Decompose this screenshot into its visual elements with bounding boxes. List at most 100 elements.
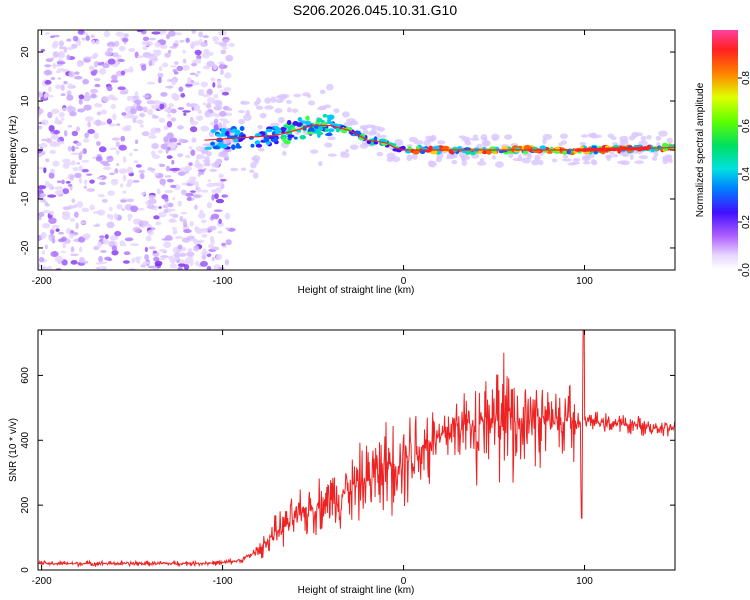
ridge-blob (373, 136, 378, 142)
noise-speckle (140, 220, 149, 226)
noise-speckle (79, 151, 83, 157)
noise-speckle (45, 203, 50, 207)
noise-speckle (206, 88, 213, 96)
noise-speckle (103, 166, 112, 171)
noise-speckle (142, 36, 150, 42)
noise-speckle (189, 126, 198, 133)
noise-speckle (219, 42, 228, 47)
y-tick-label: 200 (20, 496, 31, 513)
noise-speckle (80, 221, 86, 225)
ridge-halo (215, 158, 221, 166)
noise-speckle (38, 263, 42, 269)
noise-speckle (225, 239, 232, 246)
noise-speckle (168, 218, 176, 223)
noise-speckle (71, 160, 76, 164)
noise-speckle (82, 79, 90, 85)
noise-speckle (116, 123, 121, 126)
noise-speckle (107, 213, 111, 219)
noise-speckle (132, 95, 140, 100)
noise-speckle (104, 256, 112, 261)
noise-speckle (181, 237, 191, 243)
noise-speckle (60, 84, 65, 91)
noise-speckle (111, 137, 121, 141)
noise-speckle (42, 267, 48, 270)
ridge-blob (327, 128, 335, 133)
noise-speckle (55, 84, 62, 90)
noise-speckle (67, 145, 72, 152)
noise-speckle (136, 30, 144, 33)
ridge-halo (562, 155, 569, 159)
noise-speckle (203, 161, 211, 167)
noise-speckle (145, 235, 152, 242)
noise-speckle (146, 204, 155, 209)
noise-speckle (126, 198, 134, 203)
noise-speckle (111, 74, 118, 81)
noise-speckle (62, 188, 70, 195)
noise-speckle (122, 190, 127, 194)
ridge-halo (582, 161, 591, 165)
noise-speckle (180, 211, 188, 215)
noise-speckle (169, 213, 173, 217)
ridge-halo (240, 100, 246, 105)
ridge-blob (562, 149, 567, 155)
ridge-halo (480, 133, 488, 141)
noise-speckle (76, 61, 83, 68)
noise-speckle (224, 259, 229, 266)
noise-speckle (220, 68, 224, 76)
noise-speckle (52, 251, 58, 257)
ridge-halo (369, 129, 378, 135)
ridge-halo (406, 144, 413, 148)
y-tick-label: 0 (20, 147, 31, 153)
noise-speckle (198, 31, 204, 38)
spectrogram-marks (38, 30, 675, 270)
noise-speckle (117, 58, 125, 63)
noise-speckle (151, 142, 159, 150)
ridge-halo (428, 160, 437, 168)
ridge-halo (472, 134, 479, 139)
ridge-halo (653, 151, 659, 158)
x-tick-label: -200 (32, 276, 52, 287)
noise-speckle (164, 52, 171, 58)
noise-speckle (70, 259, 78, 265)
noise-speckle (170, 141, 177, 149)
noise-speckle (223, 87, 232, 92)
noise-speckle (106, 85, 113, 92)
noise-speckle (99, 265, 107, 270)
noise-speckle (197, 109, 203, 114)
noise-speckle (58, 111, 65, 118)
ridge-halo (572, 158, 581, 162)
noise-speckle (62, 107, 67, 111)
ridge-halo (359, 143, 369, 149)
noise-speckle (118, 168, 128, 174)
ridge-blob (280, 126, 287, 132)
ridge-blob (286, 120, 292, 126)
noise-speckle (216, 84, 222, 89)
noise-speckle (132, 117, 137, 124)
ridge-halo (250, 161, 257, 169)
ridge-halo (413, 140, 424, 145)
ridge-halo (631, 131, 639, 138)
noise-speckle (150, 150, 156, 156)
noise-speckle (44, 32, 51, 35)
noise-speckle (177, 107, 185, 110)
noise-speckle (220, 89, 224, 93)
noise-speckle (177, 200, 183, 207)
noise-speckle (181, 247, 187, 252)
ridge-halo (218, 152, 224, 157)
noise-speckle (160, 255, 169, 259)
noise-speckle (207, 97, 216, 104)
noise-speckle (133, 218, 140, 225)
noise-speckle (38, 91, 42, 98)
noise-speckle (186, 102, 191, 107)
ridge-blob (307, 131, 315, 135)
noise-speckle (195, 260, 200, 267)
noise-speckle (60, 93, 66, 97)
ridge-blob (210, 129, 217, 134)
ridge-halo (411, 153, 418, 160)
noise-speckle (53, 129, 61, 135)
noise-speckle (213, 193, 219, 200)
noise-speckle (193, 104, 201, 112)
noise-speckle (40, 119, 49, 126)
colorbar-tick-label: 0.2 (741, 215, 750, 229)
